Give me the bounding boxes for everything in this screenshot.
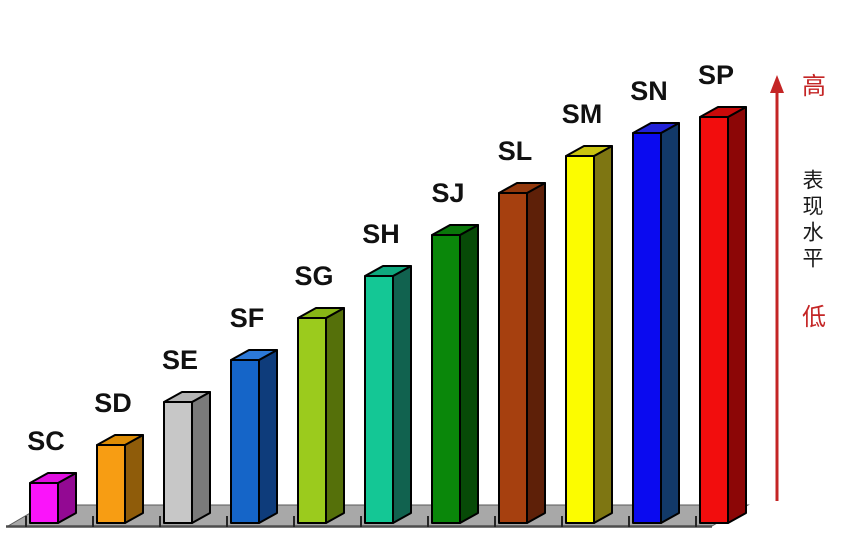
bar-sd-front [96, 444, 126, 524]
low-label: 低 [802, 304, 826, 331]
bar-sc-front [29, 482, 59, 524]
bar-label-sn: SN [630, 76, 668, 106]
bar-sn-front [632, 132, 662, 524]
bar-sf-side [258, 349, 278, 524]
bar-label-sd: SD [94, 388, 132, 418]
bar-sh-side [392, 265, 412, 524]
bar-sg-side [325, 307, 345, 524]
bar-sp-front [699, 116, 729, 524]
bar-sn-side [660, 122, 680, 524]
bar-sl-front [498, 192, 528, 524]
bar-label-sf: SF [229, 303, 265, 333]
bar-label-sc: SC [27, 426, 65, 456]
bar-label-se: SE [161, 345, 199, 375]
bar-sm-side [593, 145, 613, 524]
bar-sf-front [230, 359, 260, 524]
bar-label-sm: SM [561, 99, 603, 129]
bar-se-front [163, 401, 193, 524]
high-label: 高 [802, 73, 826, 100]
bar-sp-side [727, 106, 747, 524]
bar-label-sj: SJ [431, 178, 465, 208]
bar-se-side [191, 391, 211, 524]
performance-level-axis-label: 表现水平 [800, 169, 823, 273]
bar-sh-front [364, 275, 394, 524]
bar-label-sh: SH [362, 219, 400, 249]
bar-sj-front [431, 234, 461, 524]
bar-sj-side [459, 224, 479, 524]
bar-sl-side [526, 182, 546, 524]
bar-label-sl: SL [497, 136, 533, 166]
bar-sd-side [124, 434, 144, 524]
bar-sg-front [297, 317, 327, 524]
performance-axis-arrow-head [770, 75, 784, 93]
bar-label-sp: SP [697, 60, 735, 90]
bar-sm-front [565, 155, 595, 524]
bar-label-sg: SG [294, 261, 334, 291]
